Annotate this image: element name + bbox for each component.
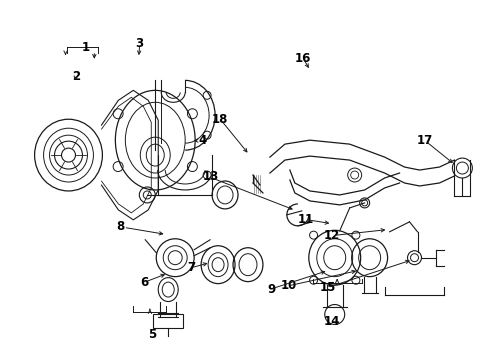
Text: 1: 1 (82, 41, 90, 54)
Text: 12: 12 (324, 229, 340, 242)
Bar (153, 315, 183, 328)
Text: 8: 8 (116, 220, 124, 233)
Text: 10: 10 (280, 279, 296, 292)
Text: 15: 15 (319, 281, 335, 294)
Text: 13: 13 (202, 170, 218, 183)
Text: 17: 17 (416, 134, 432, 147)
Text: 3: 3 (135, 37, 143, 50)
Text: 14: 14 (324, 315, 340, 328)
Text: 16: 16 (294, 51, 310, 64)
Text: 6: 6 (140, 276, 148, 289)
Text: 18: 18 (211, 113, 228, 126)
Text: 2: 2 (72, 69, 80, 82)
Text: 7: 7 (186, 261, 195, 274)
Text: 4: 4 (199, 134, 207, 147)
Text: 11: 11 (297, 213, 313, 226)
Text: 5: 5 (147, 328, 156, 341)
Text: 9: 9 (266, 283, 275, 296)
